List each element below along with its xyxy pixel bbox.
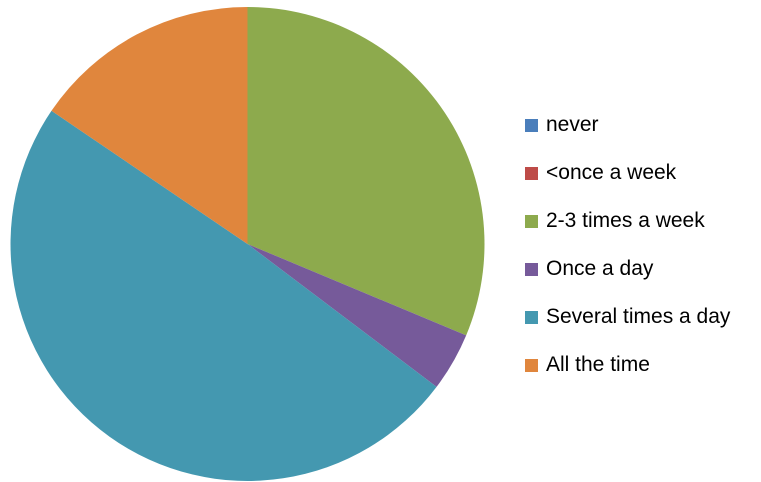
pie-slice-3 xyxy=(247,244,467,387)
legend-swatch xyxy=(525,118,538,132)
legend-swatch xyxy=(525,310,538,324)
pie-slice-4 xyxy=(10,110,437,481)
legend-label: Several times a day xyxy=(546,305,731,328)
pie-slice-5 xyxy=(51,7,248,244)
legend-swatch xyxy=(525,262,538,276)
legend-swatch xyxy=(525,214,538,228)
legend-item: Once a day xyxy=(525,257,730,281)
legend-swatch xyxy=(525,358,538,372)
legend-label: 2-3 times a week xyxy=(546,209,705,232)
legend-label: <once a week xyxy=(546,161,677,184)
legend-item: Several times a day xyxy=(525,305,730,329)
legend-swatch xyxy=(525,166,538,180)
legend-label: Once a day xyxy=(546,257,654,280)
legend-label: never xyxy=(546,113,599,136)
legend-item: All the time xyxy=(525,353,730,377)
legend-item: <once a week xyxy=(525,161,730,185)
legend-item: never xyxy=(525,113,730,137)
legend: never <once a week 2-3 times a week Once a … xyxy=(525,113,730,401)
pie-slice-2 xyxy=(247,7,485,336)
legend-item: 2-3 times a week xyxy=(525,209,730,233)
legend-label: All the time xyxy=(546,353,650,376)
